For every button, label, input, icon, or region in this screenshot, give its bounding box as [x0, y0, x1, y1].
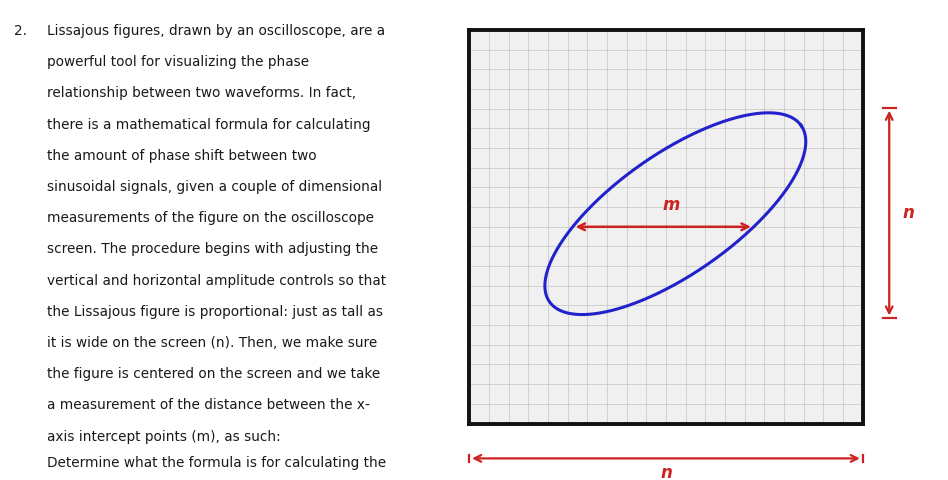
Text: powerful tool for visualizing the phase: powerful tool for visualizing the phase	[47, 55, 310, 69]
Text: screen. The procedure begins with adjusting the: screen. The procedure begins with adjust…	[47, 242, 378, 256]
Text: measurements of the figure on the oscilloscope: measurements of the figure on the oscill…	[47, 211, 374, 225]
Text: axis intercept points (m), as such:: axis intercept points (m), as such:	[47, 430, 282, 444]
Text: there is a mathematical formula for calculating: there is a mathematical formula for calc…	[47, 118, 371, 132]
Text: sinusoidal signals, given a couple of dimensional: sinusoidal signals, given a couple of di…	[47, 180, 383, 194]
Text: vertical and horizontal amplitude controls so that: vertical and horizontal amplitude contro…	[47, 274, 387, 288]
Text: relationship between two waveforms. In fact,: relationship between two waveforms. In f…	[47, 86, 356, 100]
Text: the amount of phase shift between two: the amount of phase shift between two	[47, 149, 317, 163]
Text: the figure is centered on the screen and we take: the figure is centered on the screen and…	[47, 367, 381, 381]
Text: 2.: 2.	[14, 24, 27, 38]
Text: it is wide on the screen (n). Then, we make sure: it is wide on the screen (n). Then, we m…	[47, 336, 377, 350]
Text: a measurement of the distance between the x-: a measurement of the distance between th…	[47, 398, 371, 412]
Text: Lissajous figures, drawn by an oscilloscope, are a: Lissajous figures, drawn by an oscillosc…	[47, 24, 386, 38]
Text: m: m	[662, 196, 680, 214]
Text: the Lissajous figure is proportional: just as tall as: the Lissajous figure is proportional: ju…	[47, 305, 383, 319]
Text: n: n	[660, 464, 672, 480]
Text: n: n	[902, 204, 915, 222]
Text: Determine what the formula is for calculating the: Determine what the formula is for calcul…	[47, 456, 387, 470]
